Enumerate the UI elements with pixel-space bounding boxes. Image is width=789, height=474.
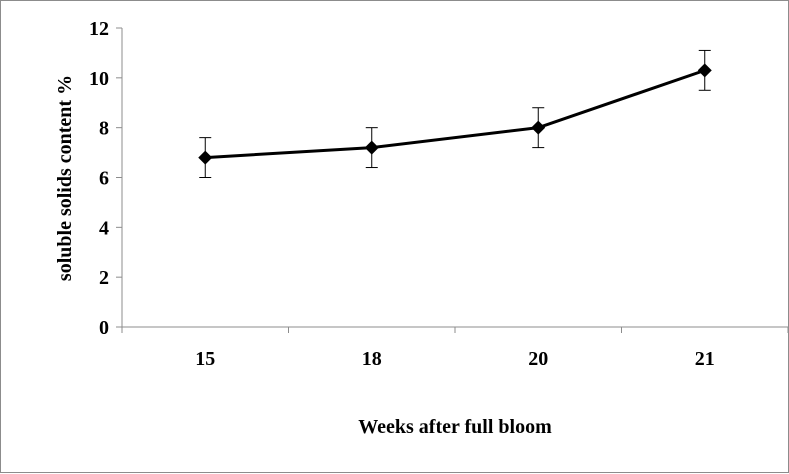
y-axis-title: soluble solids content %	[54, 75, 76, 281]
x-tick-label: 21	[695, 348, 715, 370]
axes	[121, 28, 788, 328]
data-point-marker	[697, 63, 712, 78]
data-point-marker	[364, 140, 379, 155]
series	[198, 49, 712, 178]
data-point-marker	[198, 150, 213, 165]
y-tick-label: 0	[99, 317, 109, 339]
y-tick-label: 6	[99, 168, 109, 190]
y-tick-label: 4	[99, 217, 109, 239]
y-tick-label: 2	[99, 267, 109, 289]
x-axis-title: Weeks after full bloom	[358, 416, 552, 438]
y-tick-label: 10	[89, 68, 109, 90]
x-tick-label: 15	[195, 348, 215, 370]
y-tick-label: 12	[89, 18, 109, 40]
x-axis-ticks: 15 18 20 21	[121, 327, 789, 370]
x-tick-label: 18	[362, 348, 382, 370]
y-axis-ticks: 0 2 4 6 8 10 12	[89, 18, 122, 339]
series-line	[205, 68, 706, 160]
x-tick-label: 20	[528, 348, 548, 370]
y-tick-label: 8	[99, 118, 109, 140]
data-point-marker	[531, 120, 546, 135]
